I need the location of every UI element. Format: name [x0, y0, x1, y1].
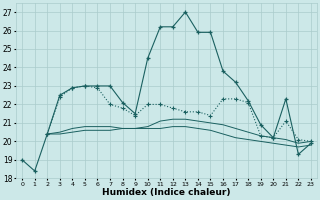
X-axis label: Humidex (Indice chaleur): Humidex (Indice chaleur) — [102, 188, 231, 197]
